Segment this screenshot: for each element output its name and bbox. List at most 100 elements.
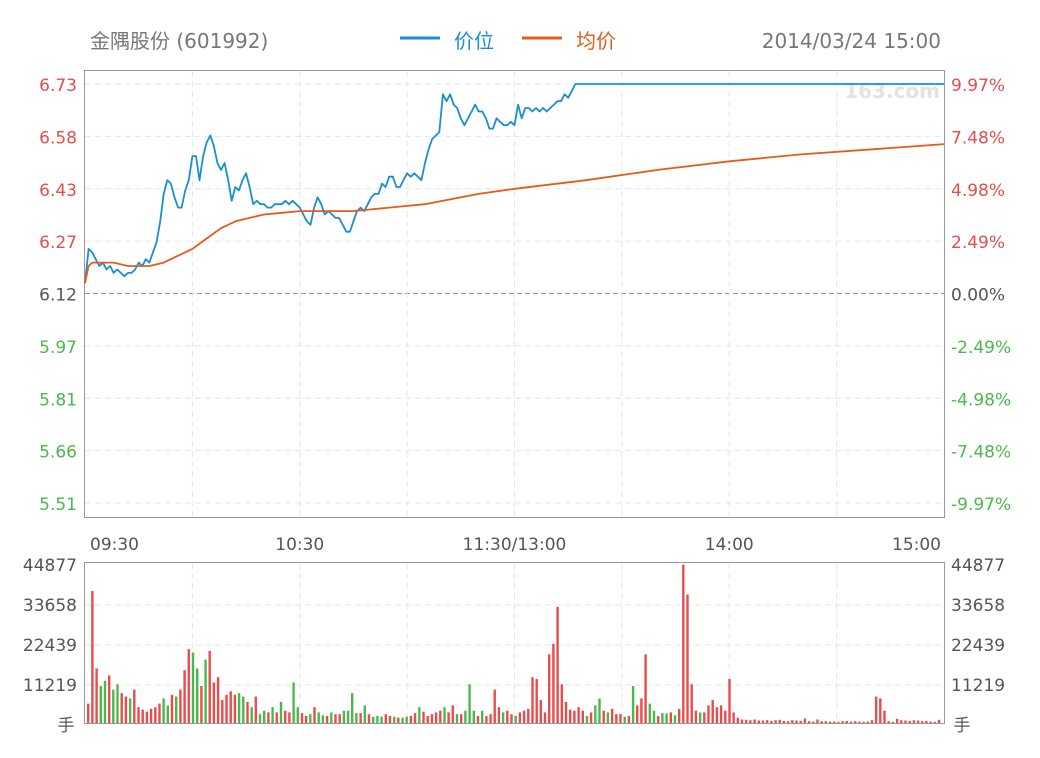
volume-tick-label: 44877 <box>23 556 77 576</box>
volume-bar <box>820 721 823 723</box>
volume-bar <box>803 718 807 723</box>
volume-bars <box>87 564 941 723</box>
volume-tick-label: 22439 <box>951 636 1005 656</box>
volume-bar <box>258 714 262 723</box>
volume-bar <box>413 713 417 723</box>
volume-bar <box>380 716 383 723</box>
volume-bar <box>279 701 283 723</box>
time-tick-label: 15:00 <box>892 535 941 555</box>
volume-bar <box>388 716 392 723</box>
volume-bar <box>837 721 840 723</box>
volume-bar <box>346 710 350 723</box>
volume-bar <box>367 714 371 723</box>
volume-bar <box>267 712 270 723</box>
volume-bar <box>447 712 450 723</box>
volume-bar <box>560 684 563 723</box>
volume-bar <box>263 710 266 723</box>
volume-bar <box>816 719 819 723</box>
volume-bar <box>418 707 421 723</box>
volume-bar <box>539 700 542 723</box>
volume-bar <box>384 714 387 723</box>
volume-bar <box>678 708 681 723</box>
volume-bar <box>439 710 442 723</box>
volume-bar <box>682 564 685 723</box>
volume-bar <box>749 720 752 723</box>
volume-bar <box>845 720 848 723</box>
volume-bar <box>786 721 790 723</box>
volume-bar <box>698 712 702 723</box>
volume-bar <box>103 680 107 723</box>
volume-bar <box>627 716 631 723</box>
volume-bar <box>91 591 94 723</box>
percent-tick-label: -2.49% <box>951 338 1011 358</box>
volume-bar <box>510 714 513 723</box>
volume-bar <box>904 720 907 723</box>
volume-bar <box>799 720 802 723</box>
volume-bar <box>862 721 865 723</box>
price-tick-label: 6.58 <box>39 128 77 148</box>
volume-bar <box>128 698 132 723</box>
volume-bar <box>581 710 584 723</box>
volume-bar <box>304 716 308 723</box>
volume-tick-label: 22439 <box>23 636 77 656</box>
percent-tick-label: 7.48% <box>951 128 1005 148</box>
volume-bar <box>355 713 358 723</box>
volume-bar <box>518 712 522 723</box>
volume-bar <box>887 721 890 723</box>
volume-bar <box>929 721 932 723</box>
volume-bar <box>116 684 119 723</box>
volume-bar <box>430 714 434 723</box>
volume-bar <box>564 701 568 723</box>
volume-bar <box>870 720 874 723</box>
volume-bar <box>740 719 744 723</box>
volume-bar <box>669 712 672 723</box>
volume-bar <box>778 719 781 723</box>
volume-bar <box>858 721 861 723</box>
volume-bar <box>879 698 882 723</box>
volume-bar <box>761 720 765 723</box>
volume-bar <box>489 714 492 723</box>
volume-axis-left: 44877 33658 22439 11219 手 <box>23 556 77 736</box>
volume-bar <box>485 716 488 723</box>
volume-bar <box>891 721 895 723</box>
volume-bar <box>937 719 941 723</box>
volume-bar <box>162 698 165 723</box>
volume-bar <box>615 714 618 723</box>
volume-bar <box>585 716 589 723</box>
volume-bar <box>170 694 174 723</box>
volume-bar <box>292 682 295 723</box>
volume-bar <box>175 696 178 723</box>
volume-bar <box>405 716 408 723</box>
volume-axis-right: 44877 33658 22439 11219 手 <box>951 556 1005 736</box>
volume-bar <box>359 713 362 723</box>
volume-bar <box>124 696 128 723</box>
volume-bar <box>631 686 635 723</box>
volume-bar <box>665 713 668 723</box>
volume-bar <box>661 713 664 723</box>
volume-bar <box>393 716 396 723</box>
volume-bar <box>468 684 471 723</box>
volume-bar <box>854 721 857 723</box>
volume-bar <box>99 686 102 723</box>
volume-unit-label: 手 <box>58 716 75 736</box>
volume-tick-label: 11219 <box>23 676 77 696</box>
volume-bar <box>233 694 237 723</box>
volume-bar <box>342 710 346 723</box>
price-series-line <box>84 83 944 284</box>
percent-tick-label: 2.49% <box>951 233 1005 253</box>
volume-bar <box>455 714 459 723</box>
volume-bar <box>254 696 257 723</box>
volume-bar <box>833 721 836 723</box>
volume-bar <box>514 716 517 723</box>
volume-bar <box>187 649 190 723</box>
volume-bar <box>543 712 547 723</box>
price-tick-label: 6.73 <box>39 76 77 96</box>
volume-bar <box>522 710 526 723</box>
volume-bar <box>506 710 509 723</box>
percent-tick-label: -4.98% <box>951 390 1011 410</box>
volume-bar <box>141 709 144 723</box>
volume-bar <box>577 707 580 723</box>
volume-tick-label: 11219 <box>951 676 1005 696</box>
volume-bar <box>732 712 735 723</box>
volume-bar <box>246 701 249 723</box>
